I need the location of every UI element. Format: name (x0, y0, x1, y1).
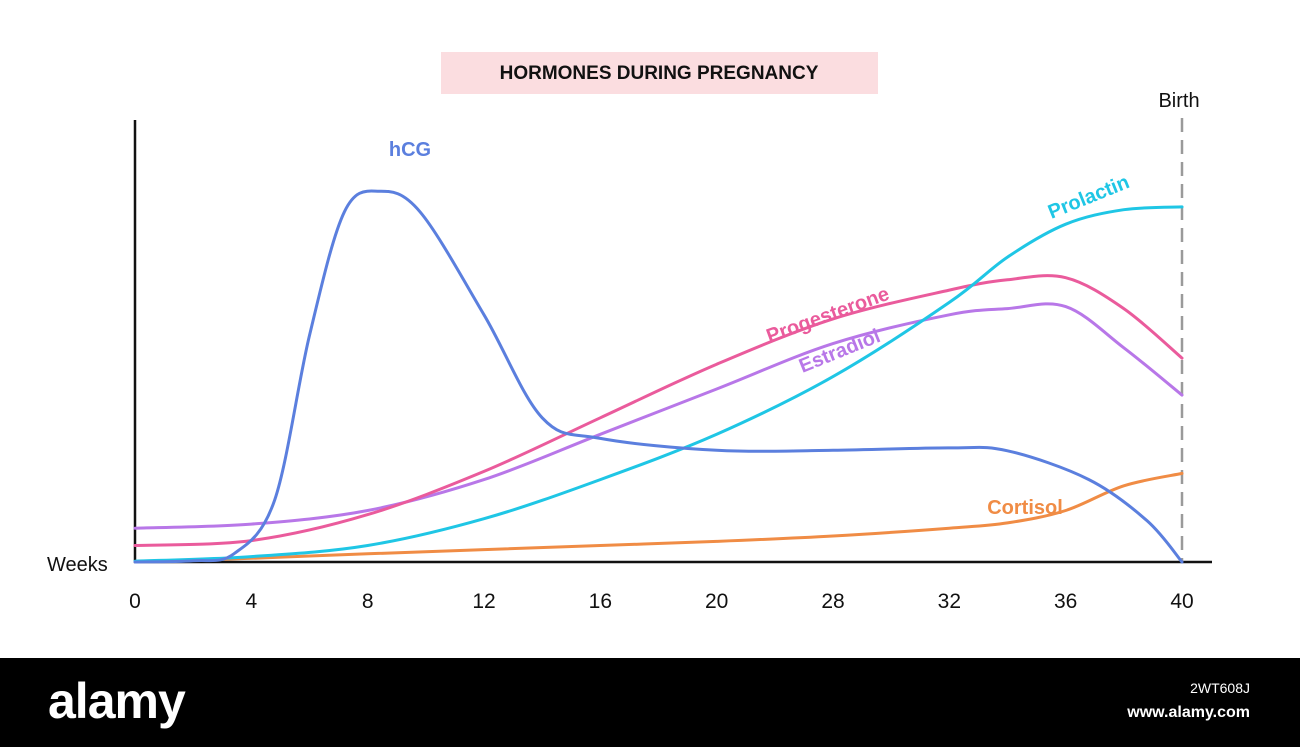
x-tick-label-28: 28 (821, 590, 844, 613)
x-tick-label-4: 4 (245, 590, 257, 613)
cortisol-label: Cortisol (987, 497, 1063, 519)
image-id: 2WT608J (1190, 680, 1250, 696)
chart-area: HORMONES DURING PREGNANCY Weeks 0 4 8 12 16 20 2… (47, 52, 1212, 613)
prolactin-line (133, 205, 1184, 563)
alamy-logo: alamy (48, 673, 186, 729)
x-tick-label-8: 8 (362, 590, 374, 613)
x-axis-label: Weeks (47, 554, 108, 576)
birth-label: Birth (1158, 90, 1199, 112)
site-url: www.alamy.com (1127, 704, 1250, 721)
progesterone-line (133, 274, 1184, 547)
hcg-label: hCG (389, 139, 431, 161)
x-tick-label-16: 16 (589, 590, 612, 613)
x-tick-label-36: 36 (1054, 590, 1077, 613)
x-tick-label-20: 20 (705, 590, 728, 613)
x-tick-label-12: 12 (472, 590, 495, 613)
watermark-footer: alamy 2WT608J www.alamy.com (0, 658, 1300, 747)
x-tick-label-32: 32 (938, 590, 961, 613)
chart-title-background (441, 52, 878, 94)
estradiol-line (133, 302, 1184, 530)
x-tick-label-0: 0 (129, 590, 141, 613)
hcg-line (133, 189, 1184, 564)
x-tick-label-40: 40 (1170, 590, 1193, 613)
chart-title: HORMONES DURING PREGNANCY (500, 63, 819, 84)
hormones-line-chart: HORMONES DURING PREGNANCY Weeks 0 4 8 12 16 20 2… (47, 52, 1212, 613)
cortisol-line (133, 471, 1184, 564)
